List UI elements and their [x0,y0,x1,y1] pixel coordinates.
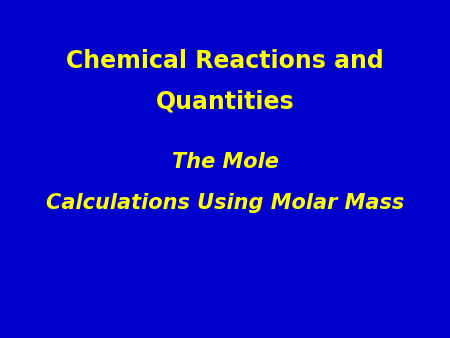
Text: The Mole: The Mole [171,152,279,172]
Text: Quantities: Quantities [156,89,294,114]
Text: Chemical Reactions and: Chemical Reactions and [66,49,384,73]
Text: Calculations Using Molar Mass: Calculations Using Molar Mass [46,193,404,213]
